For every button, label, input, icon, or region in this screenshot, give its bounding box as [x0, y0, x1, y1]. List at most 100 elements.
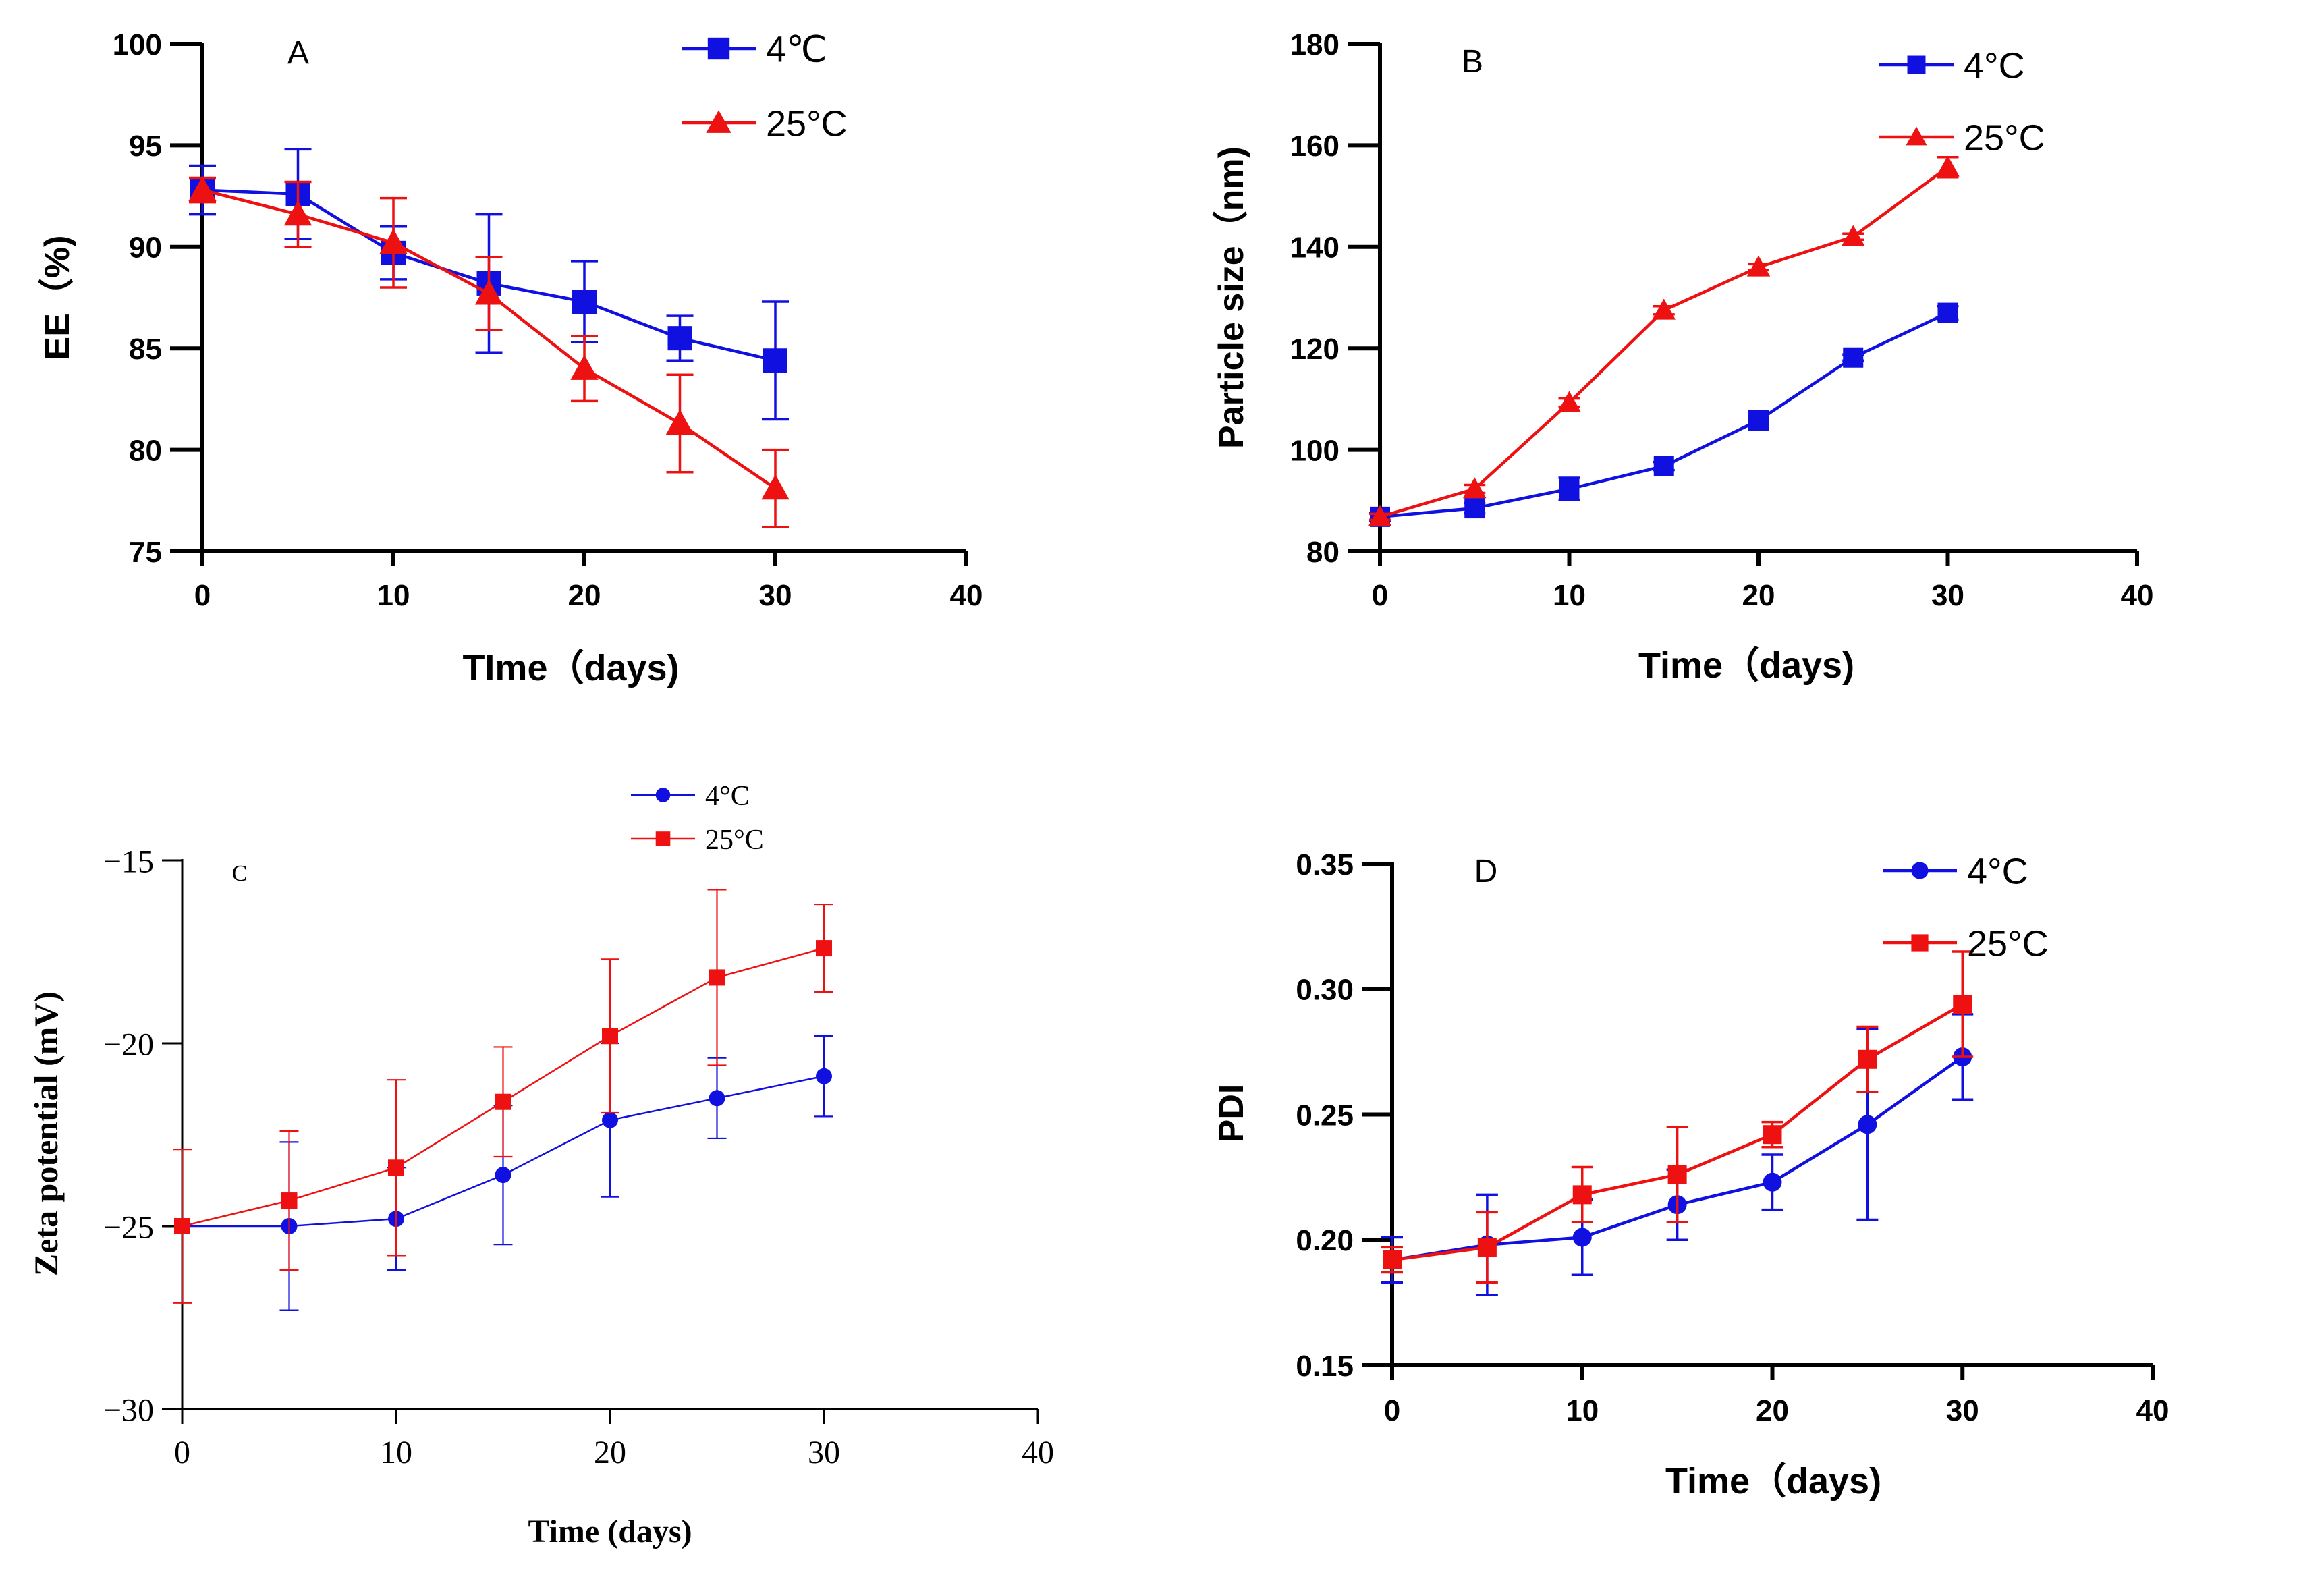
- data-point: [1667, 1165, 1687, 1184]
- legend-label: 25°C: [705, 825, 764, 856]
- data-point: [1748, 410, 1769, 431]
- x-tick-label: 40: [950, 579, 983, 612]
- legend-marker: [707, 37, 730, 60]
- legend-marker: [655, 831, 671, 846]
- y-tick-label: 90: [129, 231, 162, 265]
- x-tick-label: 10: [380, 1435, 412, 1470]
- data-point: [1383, 1250, 1402, 1269]
- data-point: [283, 200, 312, 226]
- legend-label: 25°C: [1964, 117, 2045, 158]
- data-point: [474, 279, 503, 305]
- y-tick-label: −15: [103, 844, 154, 879]
- data-point: [188, 175, 217, 202]
- y-tick-label: 180: [1290, 28, 1339, 61]
- y-axis-label: Particle size（nm): [1212, 146, 1251, 449]
- y-tick-label: 0.20: [1296, 1224, 1354, 1257]
- data-point: [816, 940, 832, 957]
- legend-entry-cold: 4°C: [1883, 851, 2028, 891]
- legend-marker: [655, 788, 671, 802]
- data-point: [602, 1028, 618, 1045]
- x-tick-label: 20: [594, 1435, 626, 1470]
- panel-b: 80 100 120 140 160 180 0 10 20 30 40 Time（days) Part…: [1212, 28, 2153, 686]
- data-point: [667, 326, 692, 351]
- x-tick-label: 10: [377, 579, 410, 612]
- x-tick-label: 20: [568, 579, 601, 612]
- x-tick-label: 10: [1553, 579, 1586, 612]
- data-point: [763, 348, 787, 373]
- x-axis-label: Time（days): [1665, 1461, 1881, 1501]
- y-tick-label: 75: [129, 536, 162, 569]
- panel-a: 75 80 85 90 95 100 0 10 20 30 40 TIme（days) EE（%) A 4℃…: [38, 28, 983, 688]
- data-point: [1477, 1238, 1497, 1257]
- data-point: [761, 474, 790, 500]
- series-warm: [188, 175, 790, 528]
- legend-marker: [706, 110, 731, 133]
- panel-label: A: [287, 35, 309, 71]
- data-point: [281, 1192, 298, 1209]
- legend-label: 4°C: [1967, 851, 2028, 891]
- data-point: [1763, 1125, 1782, 1145]
- x-tick-label: 10: [1566, 1394, 1599, 1427]
- data-point: [602, 1111, 618, 1128]
- data-point: [816, 1068, 832, 1084]
- x-axis-label: TIme（days): [462, 648, 679, 688]
- data-point: [1572, 1185, 1592, 1205]
- x-tick-label: 20: [1756, 1394, 1789, 1427]
- x-tick-label: 30: [759, 579, 792, 612]
- data-point: [174, 1218, 190, 1234]
- series-line: [1379, 311, 1949, 519]
- data-point: [1464, 498, 1485, 519]
- panel-d: 0.15 0.20 0.25 0.30 0.35 0 10 20 30 40 Time（days) P…: [1212, 848, 2169, 1501]
- data-point: [1843, 347, 1864, 368]
- series-warm: [1368, 155, 1960, 526]
- legend-entry-warm: 25°C: [1883, 923, 2049, 964]
- x-tick-label: 20: [1742, 579, 1775, 612]
- x-tick-label: 0: [1384, 1394, 1400, 1427]
- x-tick-label: 30: [1946, 1394, 1979, 1427]
- x-tick-label: 40: [2121, 579, 2154, 612]
- y-tick-label: 85: [129, 333, 162, 366]
- y-tick-label: 0.35: [1296, 848, 1354, 881]
- y-tick-label: −30: [103, 1392, 154, 1428]
- data-point: [665, 409, 694, 435]
- y-tick-label: 100: [1290, 434, 1339, 467]
- panel-label: C: [232, 861, 248, 886]
- y-tick-label: 95: [129, 130, 162, 163]
- x-tick-label: 30: [1931, 579, 1964, 612]
- legend-marker: [1911, 862, 1929, 879]
- legend-entry-warm: 25°C: [682, 103, 848, 144]
- data-point: [1763, 1172, 1782, 1192]
- data-point: [388, 1159, 404, 1176]
- legend-marker: [1907, 55, 1926, 74]
- y-tick-label: 80: [1306, 536, 1339, 569]
- data-point: [1858, 1049, 1877, 1069]
- y-tick-label: 120: [1290, 333, 1339, 366]
- legend-entry-cold: 4℃: [682, 29, 827, 70]
- y-tick-label: 140: [1290, 231, 1339, 265]
- data-point: [709, 1090, 725, 1107]
- series-warm: [173, 889, 833, 1304]
- x-tick-label: 30: [808, 1435, 840, 1470]
- data-point: [1559, 478, 1580, 499]
- y-tick-label: 0.25: [1296, 1099, 1354, 1132]
- legend-marker: [1906, 126, 1927, 146]
- y-axis-label: PDI: [1212, 1084, 1251, 1143]
- y-tick-label: 160: [1290, 130, 1339, 163]
- y-axis-label: Zeta potential (mV): [27, 991, 65, 1276]
- x-tick-label: 0: [194, 579, 211, 612]
- data-point: [1368, 505, 1392, 526]
- x-axis-label: Time（days): [1638, 645, 1854, 686]
- data-point: [1463, 477, 1487, 499]
- legend-entry-warm: 25°C: [631, 825, 764, 856]
- y-tick-label: −20: [103, 1026, 154, 1062]
- data-point: [495, 1167, 511, 1184]
- legend-label: 4℃: [766, 29, 827, 70]
- legend-label: 4°C: [1964, 45, 2025, 86]
- data-point: [1842, 225, 1865, 246]
- series-warm: [1381, 950, 1974, 1284]
- y-tick-label: −25: [103, 1209, 154, 1245]
- data-point: [570, 354, 599, 380]
- legend-label: 25°C: [1967, 923, 2049, 964]
- y-tick-label: 0.15: [1296, 1350, 1354, 1383]
